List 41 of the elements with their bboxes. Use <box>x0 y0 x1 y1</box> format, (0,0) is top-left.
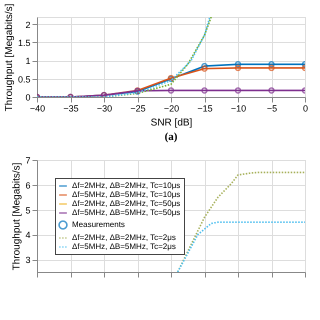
legend-label: Δf=2MHz, ΔB=2MHz, Tc=2μs <box>72 233 176 242</box>
x-tick-label: 0 <box>302 104 308 114</box>
y-axis-title: Throughput [Megabits/s] <box>11 162 22 270</box>
legend-label: Δf=5MHz, ΔB=5MHz, Tc=2μs <box>72 242 176 251</box>
y-tick-label: 2 <box>25 20 30 30</box>
y-tick-label: 3 <box>25 255 30 266</box>
y-tick-label: 7 <box>25 156 30 166</box>
legend-label: Δf=5MHz, ΔB=5MHz, Tc=10μs <box>72 190 180 199</box>
point <box>201 87 208 94</box>
legend-label: Δf=5MHz, ΔB=5MHz, Tc=50μs <box>72 208 180 217</box>
y-tick-label: 6 <box>25 180 30 190</box>
x-axis-title: SNR [dB] <box>150 118 193 128</box>
x-tick-label: −15 <box>197 104 213 114</box>
point <box>268 64 275 72</box>
point <box>234 61 242 68</box>
point <box>234 64 242 72</box>
y-tick-label: 0 <box>25 92 30 102</box>
legend-label: Δf=2MHz, ΔB=2MHz, Tc=10μs <box>72 181 180 190</box>
point <box>268 87 275 94</box>
x-tick-label: −20 <box>164 104 180 114</box>
x-tick-label: −10 <box>230 104 246 114</box>
y-tick-label: 5 <box>25 205 30 216</box>
y-tick-label: 4 <box>25 230 30 240</box>
point <box>234 87 242 94</box>
point <box>168 87 174 94</box>
y-tick-label: 0.5 <box>18 74 30 84</box>
legend-label: Measurements <box>72 220 125 229</box>
x-tick-label: −35 <box>63 104 79 114</box>
point <box>201 62 208 70</box>
y-tick-label: 1.5 <box>18 38 30 48</box>
x-tick-label: −30 <box>96 104 112 114</box>
y-tick-label: 1 <box>25 56 30 66</box>
point <box>268 61 275 68</box>
legend-label: Δf=2MHz, ΔB=2MHz, Tc=50μs <box>72 199 180 208</box>
y-axis-title: Throughput [Megabits/s] <box>4 3 15 112</box>
text: (a) <box>164 131 178 143</box>
x-tick-label: −25 <box>130 104 146 114</box>
x-tick-label: −5 <box>266 104 278 114</box>
line-series <box>176 221 305 272</box>
point <box>201 65 208 72</box>
x-tick-label: −40 <box>30 104 46 114</box>
